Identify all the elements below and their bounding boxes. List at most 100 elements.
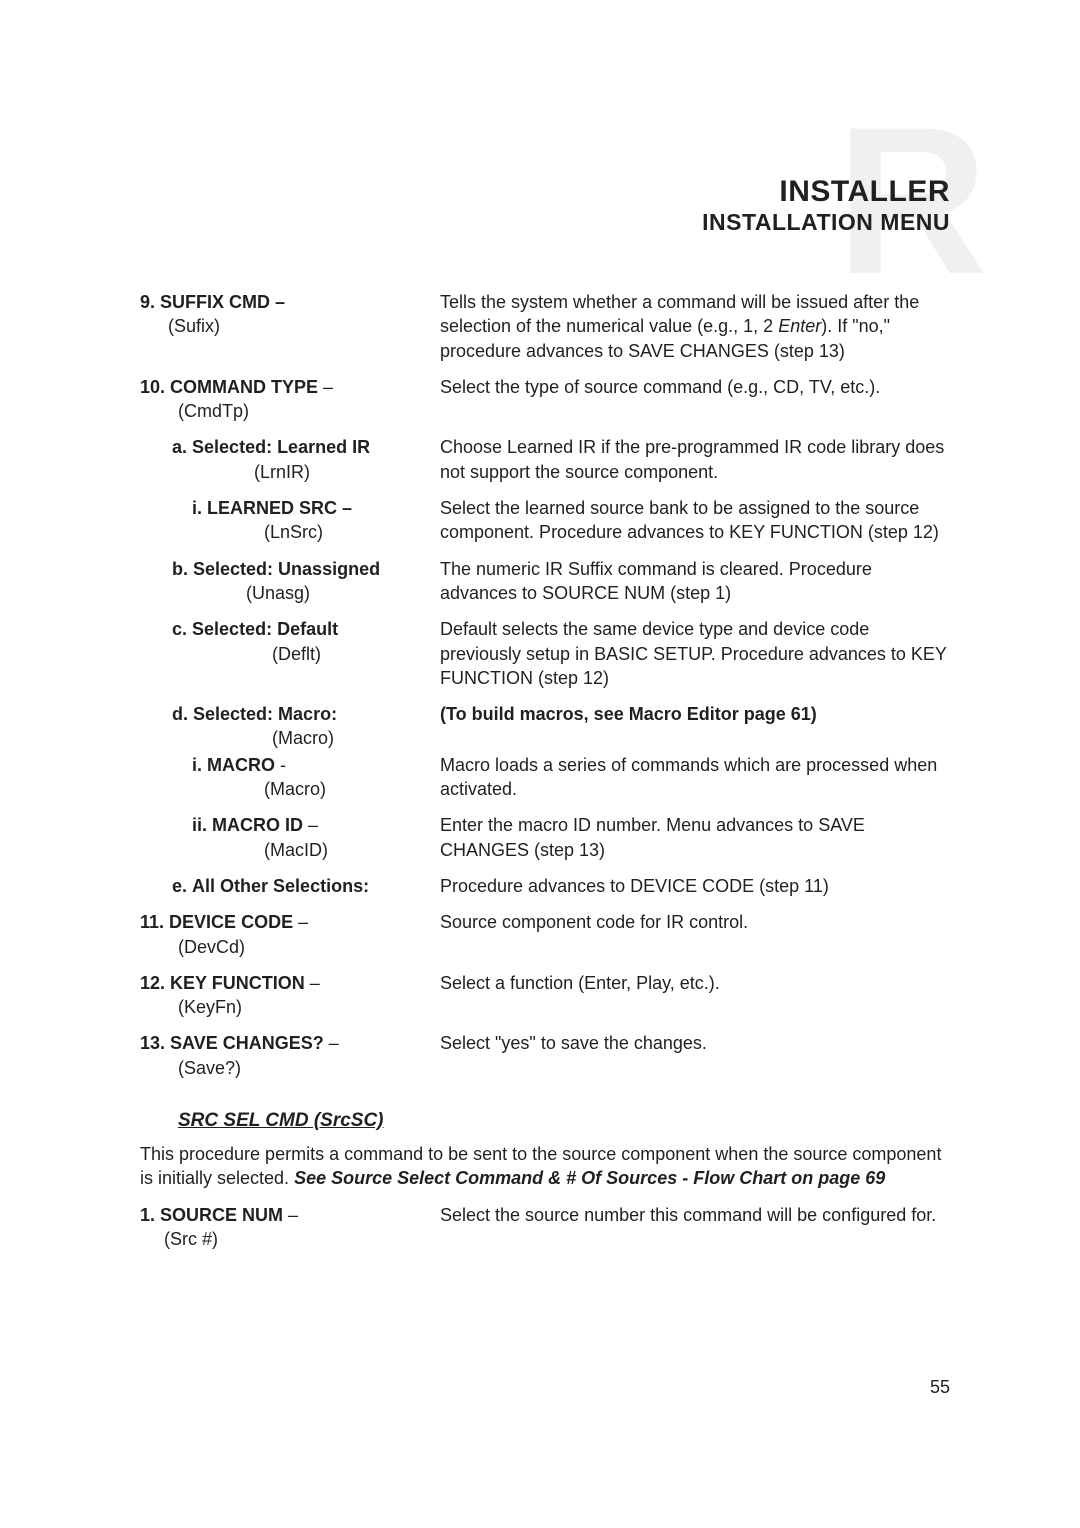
- item-left: i. MACRO - (Macro): [140, 753, 440, 802]
- item-dash: –: [324, 1033, 339, 1053]
- item-label: Selected: Default: [192, 619, 338, 639]
- header-title: INSTALLER: [702, 175, 950, 209]
- item-sub: (LrnIR): [172, 460, 440, 484]
- page-header: INSTALLER INSTALLATION MENU: [702, 175, 950, 236]
- item-left: 13. SAVE CHANGES? – (Save?): [140, 1031, 440, 1080]
- item-desc: Select a function (Enter, Play, etc.).: [440, 971, 950, 1020]
- item-label: SOURCE NUM: [160, 1205, 283, 1225]
- item-desc: Default selects the same device type and…: [440, 617, 950, 690]
- item-num: a.: [172, 437, 187, 457]
- item-sub: (Unasg): [172, 581, 440, 605]
- item-row: ii. MACRO ID – (MacID) Enter the macro I…: [140, 813, 950, 862]
- item-desc: Tells the system whether a command will …: [440, 290, 950, 363]
- item-dash: –: [303, 815, 318, 835]
- item-row: 10. COMMAND TYPE – (CmdTp) Select the ty…: [140, 375, 950, 424]
- item-label: COMMAND TYPE: [170, 377, 318, 397]
- item-row: d. Selected: Macro: (Macro) (To build ma…: [140, 702, 950, 751]
- item-left: 10. COMMAND TYPE – (CmdTp): [140, 375, 440, 424]
- item-num: 9.: [140, 292, 155, 312]
- item-desc: Select the type of source command (e.g.,…: [440, 375, 950, 424]
- item-label: SAVE CHANGES?: [170, 1033, 324, 1053]
- item-sub: (MacID): [192, 838, 440, 862]
- content-body: 9. SUFFIX CMD – (Sufix) Tells the system…: [140, 290, 950, 1251]
- item-label: All Other Selections:: [192, 876, 369, 896]
- item-left: i. LEARNED SRC – (LnSrc): [140, 496, 440, 545]
- item-label: LEARNED SRC –: [207, 498, 352, 518]
- item-num: d.: [172, 704, 188, 724]
- item-sub: (Sufix): [140, 316, 220, 336]
- page: R INSTALLER INSTALLATION MENU 9. SUFFIX …: [0, 0, 1080, 1528]
- item-sub: (CmdTp): [140, 401, 249, 421]
- para-bold: See Source Select Command & # Of Sources…: [294, 1168, 885, 1188]
- item-dash: –: [305, 973, 320, 993]
- item-sub: (Deflt): [172, 642, 440, 666]
- item-dash: –: [318, 377, 333, 397]
- item-desc: Source component code for IR control.: [440, 910, 950, 959]
- item-sub: (KeyFn): [140, 997, 242, 1017]
- item-dash: -: [275, 755, 286, 775]
- item-num: 10.: [140, 377, 165, 397]
- item-sub: (Save?): [140, 1058, 241, 1078]
- item-desc: Choose Learned IR if the pre-programmed …: [440, 435, 950, 484]
- item-row: 1. SOURCE NUM – (Src #) Select the sourc…: [140, 1203, 950, 1252]
- item-num: 1.: [140, 1205, 155, 1225]
- item-left: c. Selected: Default (Deflt): [140, 617, 440, 690]
- item-row: e. All Other Selections: Procedure advan…: [140, 874, 950, 898]
- desc-italic: Enter: [778, 316, 821, 336]
- item-left: ii. MACRO ID – (MacID): [140, 813, 440, 862]
- item-sub: (Macro): [192, 777, 440, 801]
- item-desc: Select the source number this command wi…: [440, 1203, 950, 1252]
- item-row: 12. KEY FUNCTION – (KeyFn) Select a func…: [140, 971, 950, 1020]
- item-row: 11. DEVICE CODE – (DevCd) Source compone…: [140, 910, 950, 959]
- item-label: Selected: Learned IR: [192, 437, 370, 457]
- item-sub: (LnSrc): [192, 520, 440, 544]
- item-num: 13.: [140, 1033, 165, 1053]
- item-left: d. Selected: Macro: (Macro): [140, 702, 440, 751]
- item-desc: Select the learned source bank to be ass…: [440, 496, 950, 545]
- section-paragraph: This procedure permits a command to be s…: [140, 1142, 950, 1191]
- item-row: 9. SUFFIX CMD – (Sufix) Tells the system…: [140, 290, 950, 363]
- item-num: 12.: [140, 973, 165, 993]
- item-num: i.: [192, 755, 202, 775]
- item-label: SUFFIX CMD –: [160, 292, 285, 312]
- item-desc: Select "yes" to save the changes.: [440, 1031, 950, 1080]
- item-sub: (Src #): [140, 1229, 218, 1249]
- item-left: e. All Other Selections:: [140, 874, 440, 898]
- item-dash: –: [293, 912, 308, 932]
- item-left: b. Selected: Unassigned (Unasg): [140, 557, 440, 606]
- header-subtitle: INSTALLATION MENU: [702, 209, 950, 236]
- item-label: MACRO: [207, 755, 275, 775]
- item-desc: Enter the macro ID number. Menu advances…: [440, 813, 950, 862]
- item-label: DEVICE CODE: [169, 912, 293, 932]
- item-sub: (Macro): [172, 726, 440, 750]
- item-row: i. LEARNED SRC – (LnSrc) Select the lear…: [140, 496, 950, 545]
- item-row: i. MACRO - (Macro) Macro loads a series …: [140, 753, 950, 802]
- item-desc: Macro loads a series of commands which a…: [440, 753, 950, 802]
- item-num: i.: [192, 498, 202, 518]
- item-desc: Procedure advances to DEVICE CODE (step …: [440, 874, 950, 898]
- item-desc: (To build macros, see Macro Editor page …: [440, 702, 950, 751]
- item-num: c.: [172, 619, 187, 639]
- item-row: 13. SAVE CHANGES? – (Save?) Select "yes"…: [140, 1031, 950, 1080]
- item-num: ii.: [192, 815, 207, 835]
- item-label: KEY FUNCTION: [170, 973, 305, 993]
- item-left: 11. DEVICE CODE – (DevCd): [140, 910, 440, 959]
- item-label: Selected: Macro:: [193, 704, 337, 724]
- page-number: 55: [930, 1377, 950, 1398]
- item-desc: The numeric IR Suffix command is cleared…: [440, 557, 950, 606]
- item-row: b. Selected: Unassigned (Unasg) The nume…: [140, 557, 950, 606]
- item-left: a. Selected: Learned IR (LrnIR): [140, 435, 440, 484]
- item-num: e.: [172, 876, 187, 896]
- item-num: 11.: [140, 912, 164, 932]
- item-row: c. Selected: Default (Deflt) Default sel…: [140, 617, 950, 690]
- item-left: 9. SUFFIX CMD – (Sufix): [140, 290, 440, 363]
- item-row: a. Selected: Learned IR (LrnIR) Choose L…: [140, 435, 950, 484]
- item-label: Selected: Unassigned: [193, 559, 380, 579]
- item-dash: –: [283, 1205, 298, 1225]
- item-label: MACRO ID: [212, 815, 303, 835]
- item-left: 12. KEY FUNCTION – (KeyFn): [140, 971, 440, 1020]
- item-sub: (DevCd): [140, 937, 245, 957]
- section-title: SRC SEL CMD (SrcSC): [178, 1110, 950, 1132]
- item-num: b.: [172, 559, 188, 579]
- item-left: 1. SOURCE NUM – (Src #): [140, 1203, 440, 1252]
